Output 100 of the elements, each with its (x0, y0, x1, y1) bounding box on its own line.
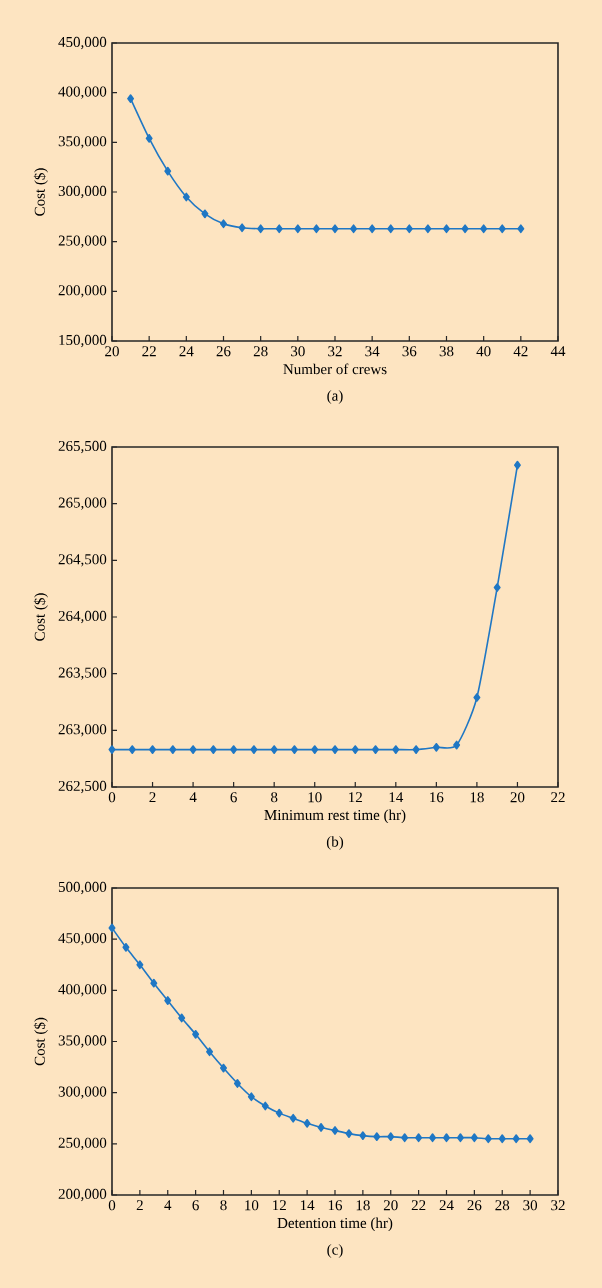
point (415, 1133, 423, 1143)
point (238, 223, 246, 233)
y-tick-label: 450,000 (58, 36, 107, 50)
text: (c) (327, 1244, 343, 1258)
point (261, 1101, 269, 1111)
point (461, 224, 469, 234)
x-axis-title: Minimum rest time (hr) (264, 809, 406, 824)
y-tick-label: 262,500 (58, 780, 107, 794)
point (233, 1079, 241, 1088)
point (220, 219, 227, 229)
point (387, 1132, 395, 1142)
x-tick-label: 20 (510, 792, 525, 803)
point (108, 923, 116, 933)
x-tick-label: 18 (356, 1200, 370, 1211)
x-tick-label: 0 (108, 1200, 116, 1211)
point (350, 224, 358, 234)
point (493, 583, 501, 592)
point (351, 745, 359, 754)
point (149, 745, 157, 754)
point (412, 745, 420, 754)
point (359, 1131, 367, 1141)
point (192, 1029, 200, 1039)
x-tick-label: 14 (300, 1200, 315, 1211)
point (250, 745, 258, 754)
point (368, 224, 376, 234)
x-tick-label: 28 (495, 1200, 510, 1211)
point (150, 978, 158, 988)
point (311, 745, 319, 754)
point (372, 745, 380, 754)
point (513, 460, 521, 470)
x-tick-label: 2 (149, 792, 156, 803)
point (331, 1126, 339, 1135)
y-axis-title: Cost ($) (33, 1017, 48, 1066)
point (206, 1047, 214, 1057)
x-tick-label: 10 (245, 1200, 259, 1211)
point (331, 224, 339, 234)
point (290, 745, 298, 754)
x-tick-label: 12 (273, 1200, 286, 1211)
x-tick-label: 6 (192, 1200, 199, 1211)
point (247, 1092, 255, 1102)
y-tick-label: 500,000 (58, 881, 107, 895)
x-tick-label: 32 (328, 346, 342, 357)
y-axis-title: Cost ($) (33, 593, 48, 641)
point (345, 1129, 353, 1138)
y-tick-label: 265,000 (58, 497, 107, 510)
y-tick-label: 263,000 (58, 724, 107, 737)
x-tick-label: 4 (189, 792, 197, 803)
point (182, 192, 190, 202)
y-tick-label: 300,000 (58, 185, 107, 199)
x-tick-label: 16 (328, 1200, 343, 1211)
y-tick-label: 263,500 (58, 667, 107, 680)
point (220, 1063, 227, 1073)
x-tick-label: 18 (470, 792, 484, 803)
x-tick-label: 20 (383, 1200, 398, 1211)
x-tick-label: 36 (402, 346, 417, 357)
point (401, 1133, 409, 1143)
point (470, 1133, 478, 1143)
point (164, 166, 172, 176)
y-tick-label: 250,000 (58, 1137, 107, 1150)
point (209, 745, 217, 754)
x-tick-label: 16 (430, 792, 444, 803)
x-tick-label: 22 (411, 1200, 426, 1211)
y-tick-label: 200,000 (58, 285, 107, 298)
point (128, 745, 136, 754)
x-tick-label: 40 (476, 346, 491, 357)
point (201, 209, 209, 219)
point (294, 224, 302, 234)
y-axis-title: Cost ($) (33, 168, 48, 216)
y-tick-label: 150,000 (59, 334, 107, 348)
x-tick-label: 26 (467, 1200, 482, 1211)
y-tick-label: 350,000 (58, 1035, 107, 1048)
point (480, 224, 488, 234)
point (392, 745, 400, 754)
x-tick-label: 42 (513, 346, 528, 357)
y-tick-label: 400,000 (58, 984, 107, 997)
point (230, 745, 238, 754)
text: (b) (326, 836, 344, 850)
x-tick-label: 34 (365, 346, 380, 357)
y-tick-label: 264,000 (58, 610, 107, 624)
point (456, 1133, 464, 1143)
x-tick-label: 38 (439, 346, 454, 357)
x-tick-label: 44 (550, 346, 566, 357)
point (405, 224, 413, 234)
point (331, 745, 339, 754)
point (189, 745, 197, 754)
point (432, 742, 440, 752)
point (127, 94, 135, 104)
point (373, 1132, 381, 1142)
x-tick-label: 0 (108, 792, 116, 803)
point (178, 1013, 186, 1023)
point (145, 133, 153, 143)
point (289, 1113, 297, 1123)
x-tick-label: 10 (308, 792, 322, 803)
y-tick-label: 200,000 (58, 1188, 107, 1202)
y-tick-label: 300,000 (58, 1086, 107, 1099)
point (512, 1134, 520, 1144)
x-tick-label: 22 (142, 346, 156, 357)
y-tick-label: 450,000 (58, 933, 107, 946)
point (429, 1133, 437, 1143)
point (275, 1108, 283, 1118)
